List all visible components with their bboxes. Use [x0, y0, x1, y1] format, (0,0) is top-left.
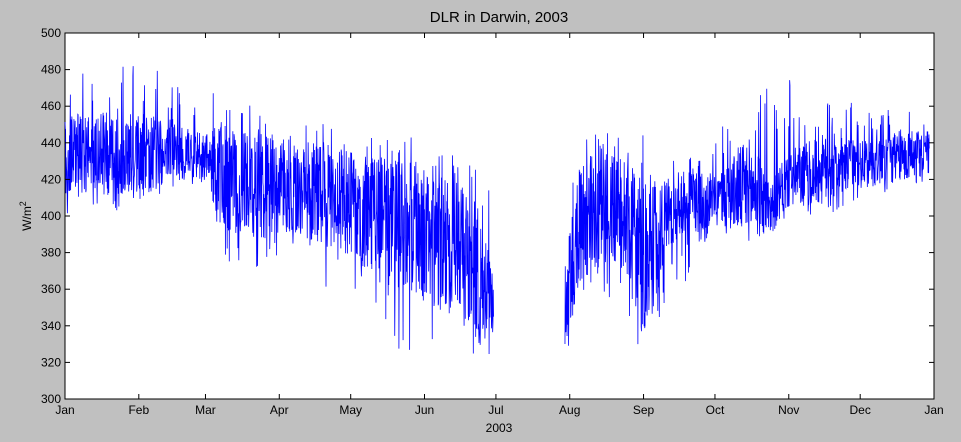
series-layer	[64, 66, 930, 355]
series-line-segment-2	[564, 80, 930, 346]
y-axis-label-base: W/m	[20, 206, 34, 231]
y-tick-label: 480	[41, 63, 61, 77]
x-axis: Jan Feb Mar Apr May Jun Jul Aug Sep Oct Nov Dec Jan	[55, 33, 944, 417]
y-tick-label: 380	[41, 246, 61, 260]
y-axis-label: W/m2	[18, 201, 34, 231]
chart-title: DLR in Darwin, 2003	[430, 9, 568, 26]
x-tick-label: Dec	[850, 403, 871, 417]
y-tick-label: 420	[41, 172, 61, 186]
series-line-segment-1	[64, 66, 494, 355]
y-tick-label: 400	[41, 209, 61, 223]
y-tick-label: 340	[41, 319, 61, 333]
y-tick-label: 440	[41, 136, 61, 150]
x-tick-label: Jan	[55, 403, 74, 417]
y-tick-label: 460	[41, 99, 61, 113]
y-axis: 300 320 340 360 380 400 420 440 460 480 500	[41, 26, 934, 406]
y-tick-label: 300	[41, 392, 61, 406]
x-tick-label: Aug	[559, 403, 580, 417]
x-tick-label: Jun	[415, 403, 434, 417]
x-tick-label: Mar	[195, 403, 216, 417]
x-axis-label: 2003	[486, 421, 513, 435]
x-tick-label: Feb	[128, 403, 149, 417]
x-tick-label: May	[339, 403, 362, 417]
x-tick-label: Jul	[488, 403, 503, 417]
plot-area	[64, 32, 935, 400]
y-axis-label-superscript: 2	[18, 201, 28, 206]
x-tick-label: Sep	[633, 403, 655, 417]
y-tick-label: 320	[41, 355, 61, 369]
x-tick-label: Jan	[924, 403, 943, 417]
y-tick-label: 500	[41, 26, 61, 40]
x-tick-label: Apr	[270, 403, 289, 417]
x-tick-label: Oct	[706, 403, 725, 417]
x-tick-label: Nov	[778, 403, 799, 417]
y-tick-label: 360	[41, 282, 61, 296]
